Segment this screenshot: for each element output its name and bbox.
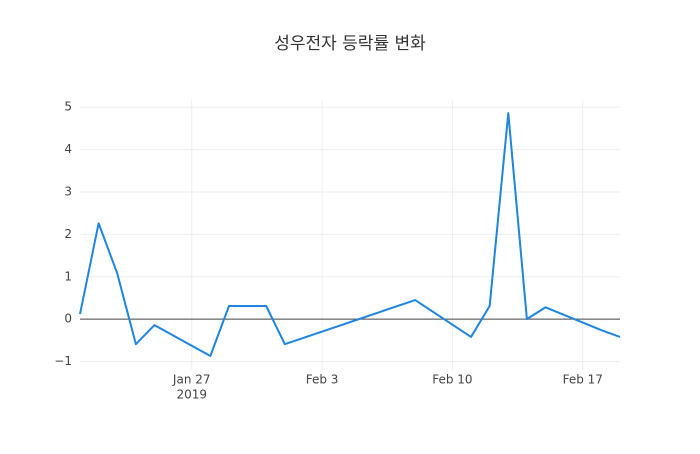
- y-tick-label: 3: [64, 184, 72, 198]
- y-tick-label: 2: [64, 227, 72, 241]
- x-tick-label: Jan 27: [172, 373, 211, 387]
- y-tick-label: 0: [64, 312, 72, 326]
- line-series: [79, 112, 621, 358]
- y-tick-label: 5: [64, 100, 72, 114]
- chart-title: 성우전자 등락률 변화: [274, 34, 426, 54]
- y-tick-label: 1: [64, 269, 72, 283]
- y-tick-label: −1: [54, 354, 72, 368]
- x-tick-label: Feb 3: [306, 373, 339, 387]
- x-tick-label: Feb 17: [563, 373, 603, 387]
- x-year-label: 2019: [176, 388, 207, 402]
- y-tick-label: 4: [64, 142, 72, 156]
- x-tick-label: Feb 10: [432, 373, 472, 387]
